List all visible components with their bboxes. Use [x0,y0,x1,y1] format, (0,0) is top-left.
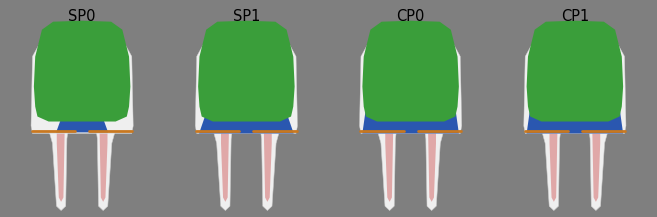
Polygon shape [56,113,108,132]
Polygon shape [524,39,626,133]
Polygon shape [428,128,436,202]
Polygon shape [264,128,272,202]
Text: SP1: SP1 [233,9,260,24]
Polygon shape [593,128,600,202]
Polygon shape [527,21,623,122]
Polygon shape [385,128,393,202]
Polygon shape [31,39,133,133]
Polygon shape [527,89,623,133]
Polygon shape [34,21,130,122]
Polygon shape [363,89,459,133]
Polygon shape [100,128,108,202]
Polygon shape [210,117,234,210]
Text: CP1: CP1 [561,9,589,24]
Polygon shape [95,117,119,210]
Polygon shape [199,106,294,133]
Polygon shape [538,117,562,210]
Text: SP0: SP0 [68,9,96,24]
Polygon shape [359,39,462,133]
Polygon shape [363,21,459,122]
Polygon shape [221,128,229,202]
Polygon shape [587,117,612,210]
Text: CP0: CP0 [396,9,425,24]
Polygon shape [45,117,70,210]
Polygon shape [195,39,298,133]
Polygon shape [259,117,283,210]
Polygon shape [374,117,398,210]
Polygon shape [198,21,294,122]
Polygon shape [549,128,557,202]
Polygon shape [57,128,64,202]
Polygon shape [423,117,447,210]
